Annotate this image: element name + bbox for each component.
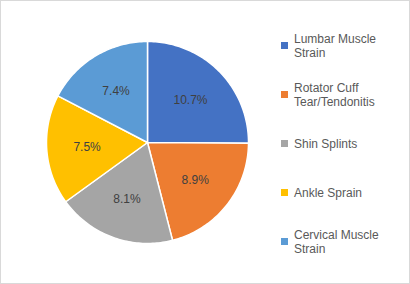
html-text:Cervical Muscle Strain: Cervical Muscle Strain [294, 227, 379, 256]
html-text:Rotator Cuff Tear/Tendonitis: Rotator Cuff Tear/Tendonitis [294, 80, 375, 109]
svg-text:10.7%: 10.7% [173, 93, 207, 107]
svg-text:7.4%: 7.4% [102, 84, 130, 98]
html-text:Lumbar Muscle Strain: Lumbar Muscle Strain [294, 31, 376, 60]
svg-text:7.5%: 7.5% [73, 140, 101, 154]
html-text:Ankle Sprain: Ankle Sprain [294, 185, 362, 200]
html-text:Shin Splints: Shin Splints [294, 136, 358, 151]
svg-text:8.1%: 8.1% [113, 192, 141, 206]
svg-text:8.9%: 8.9% [182, 173, 210, 187]
